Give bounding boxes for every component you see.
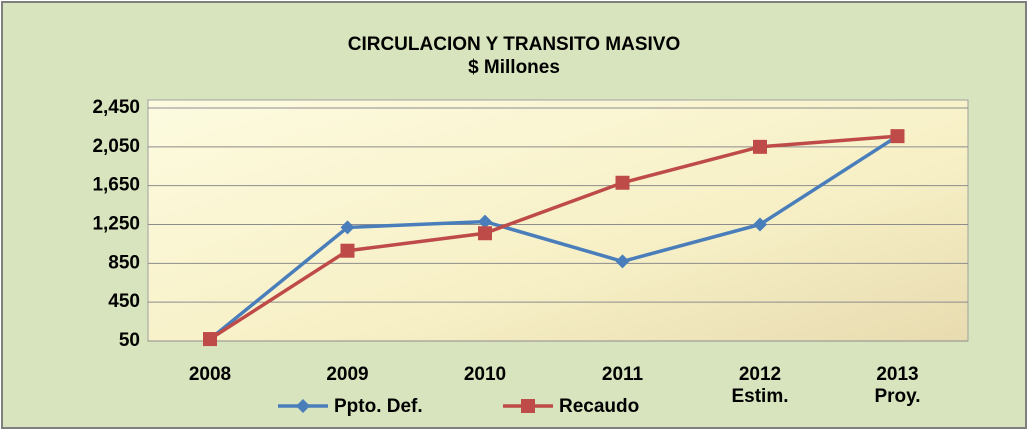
series-line [208, 134, 899, 341]
x-tick-label: 2012 Estim. [731, 364, 789, 407]
chart-title: CIRCULACION Y TRANSITO MASIVO [348, 34, 681, 55]
y-tick-label: 1,650 [92, 175, 140, 196]
legend-label: Recaudo [559, 396, 639, 417]
x-tick-label: 2010 [463, 364, 507, 385]
x-tick-label: 2008 [188, 364, 232, 385]
y-tick-label: 850 [108, 252, 140, 273]
y-tick-label: 450 [108, 291, 140, 312]
marker [478, 214, 492, 229]
series-line [209, 134, 898, 341]
marker [615, 175, 630, 190]
marker [340, 220, 355, 235]
y-tick-label: 1,250 [92, 214, 140, 235]
marker [890, 129, 905, 144]
y-tick-label: 2,450 [92, 97, 140, 118]
plot-area [147, 99, 969, 342]
marker [753, 217, 767, 232]
x-tick-label: 2009 [326, 364, 369, 385]
legend-label: Ppto. Def. [334, 396, 423, 417]
marker [340, 243, 355, 258]
legend-marker [521, 399, 535, 413]
marker [615, 254, 630, 269]
chart-subtitle: $ Millones [468, 57, 560, 78]
marker [478, 226, 492, 241]
marker [753, 139, 767, 154]
marker [203, 332, 217, 347]
y-tick-label: 2,050 [92, 136, 140, 157]
x-tick-label: 2011 [601, 364, 644, 385]
legend-marker [296, 399, 310, 413]
x-tick-label: 2013 Proy. [874, 364, 921, 407]
y-tick-label: 50 [119, 330, 140, 351]
